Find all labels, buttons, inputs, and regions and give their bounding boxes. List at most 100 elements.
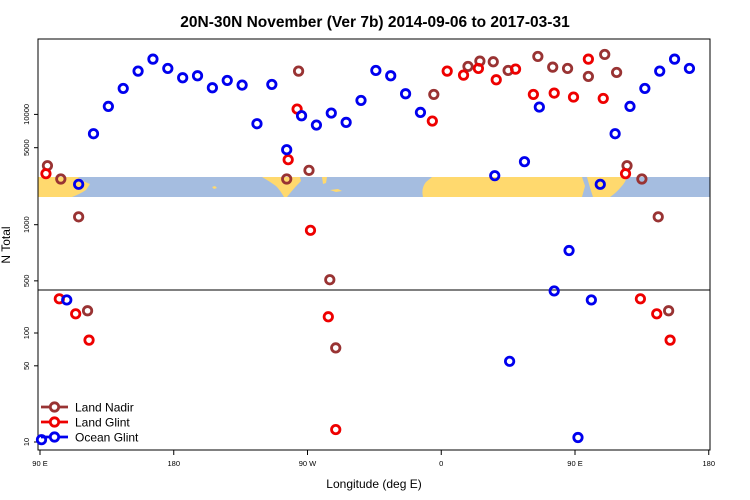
point-ocean-glint — [281, 144, 293, 156]
point-land-nadir — [303, 164, 315, 176]
point-land-glint — [582, 53, 594, 65]
point-ocean-glint — [162, 62, 174, 75]
point-ocean-glint — [117, 82, 129, 95]
point-ocean-glint — [310, 119, 323, 131]
world-map-strip — [38, 177, 710, 197]
point-ocean-glint — [191, 70, 204, 82]
point-land-nadir — [561, 62, 574, 75]
point-land-glint — [40, 168, 52, 180]
point-land-nadir — [55, 173, 67, 185]
point-land-nadir — [324, 274, 336, 286]
x-axis: 90 E 180 90 W 0 90 E 180 — [32, 450, 715, 468]
point-land-nadir — [599, 48, 611, 61]
point-ocean-glint — [518, 156, 531, 168]
map-land-hawaii — [212, 186, 217, 189]
point-ocean-glint — [206, 82, 218, 94]
point-land-glint — [634, 293, 646, 305]
point-ocean-glint — [340, 116, 352, 128]
legend-label: Land Nadir — [75, 401, 134, 415]
point-ocean-glint — [639, 82, 651, 95]
point-ocean-glint — [563, 244, 575, 257]
point-ocean-glint — [533, 101, 545, 113]
x-tick-label: 0 — [439, 459, 443, 468]
series-ocean-glint — [35, 53, 696, 446]
point-ocean-glint — [548, 285, 560, 297]
point-land-glint — [548, 87, 560, 99]
point-land-glint — [457, 69, 470, 81]
point-ocean-glint — [489, 170, 501, 182]
legend-label: Ocean Glint — [75, 431, 139, 445]
point-land-nadir — [582, 70, 594, 83]
point-ocean-glint — [73, 178, 85, 190]
point-ocean-glint — [221, 74, 233, 87]
point-land-glint — [282, 154, 294, 166]
plot-frame — [37, 38, 711, 451]
legend-marker — [48, 401, 61, 413]
x-tick-label: 90 W — [299, 459, 317, 468]
legend-item-land-glint: Land Glint — [41, 416, 130, 430]
point-land-glint — [664, 334, 676, 346]
point-land-glint — [83, 334, 95, 346]
point-ocean-glint — [61, 294, 73, 306]
point-ocean-glint — [594, 178, 606, 190]
point-ocean-glint — [295, 110, 308, 122]
point-land-glint — [330, 423, 342, 436]
point-ocean-glint — [624, 100, 636, 113]
point-land-nadir — [281, 173, 293, 185]
point-ocean-glint — [585, 294, 597, 306]
map-land-africa-asia — [422, 177, 585, 197]
point-ocean-glint — [236, 79, 248, 91]
point-land-nadir — [428, 88, 440, 101]
point-land-glint — [70, 308, 82, 320]
point-land-nadir — [292, 65, 305, 77]
point-ocean-glint — [668, 53, 681, 65]
y-tick-label: 10000 — [22, 104, 31, 125]
point-ocean-glint — [251, 118, 263, 130]
point-land-nadir — [652, 211, 664, 223]
point-ocean-glint — [132, 65, 144, 77]
point-land-glint — [441, 65, 453, 77]
y-tick-label: 10 — [22, 438, 31, 446]
point-land-nadir — [636, 173, 648, 185]
y-axis: 5000 10000 500 1000 10 50 100 — [22, 104, 38, 446]
y-tick-label: 100 — [22, 327, 31, 340]
map-land-caribbean — [322, 177, 342, 192]
point-land-glint — [651, 308, 663, 320]
point-land-nadir — [330, 342, 342, 354]
point-land-glint — [567, 91, 580, 103]
point-ocean-glint — [87, 128, 100, 140]
point-land-nadir — [547, 61, 559, 73]
point-ocean-glint — [654, 65, 666, 77]
point-land-glint — [322, 311, 334, 323]
legend-item-land-nadir: Land Nadir — [41, 401, 134, 415]
point-ocean-glint — [414, 106, 427, 119]
point-ocean-glint — [325, 107, 337, 119]
point-ocean-glint — [399, 88, 412, 100]
x-tick-label: 90 E — [32, 459, 47, 468]
point-land-glint — [472, 62, 485, 75]
point-ocean-glint — [609, 128, 621, 140]
point-land-glint — [426, 115, 438, 127]
point-ocean-glint — [504, 355, 516, 367]
point-land-nadir — [663, 305, 675, 317]
point-ocean-glint — [147, 53, 159, 65]
legend-marker — [48, 431, 61, 443]
legend-marker — [48, 416, 61, 428]
x-tick-label: 180 — [167, 459, 180, 468]
data-points — [35, 48, 696, 446]
y-axis-title: N Total — [0, 226, 13, 263]
point-land-glint — [527, 88, 539, 101]
point-ocean-glint — [683, 62, 696, 75]
legend-item-ocean-glint: Ocean Glint — [41, 431, 139, 445]
point-ocean-glint — [266, 78, 278, 91]
series-land-glint — [40, 53, 676, 436]
map-land-asia-west — [38, 177, 90, 197]
point-ocean-glint — [35, 434, 48, 446]
x-axis-title: Longitude (deg E) — [326, 477, 421, 491]
point-land-glint — [509, 63, 522, 75]
point-land-glint — [304, 224, 317, 236]
point-ocean-glint — [177, 72, 189, 84]
y-tick-label: 5000 — [22, 139, 31, 156]
